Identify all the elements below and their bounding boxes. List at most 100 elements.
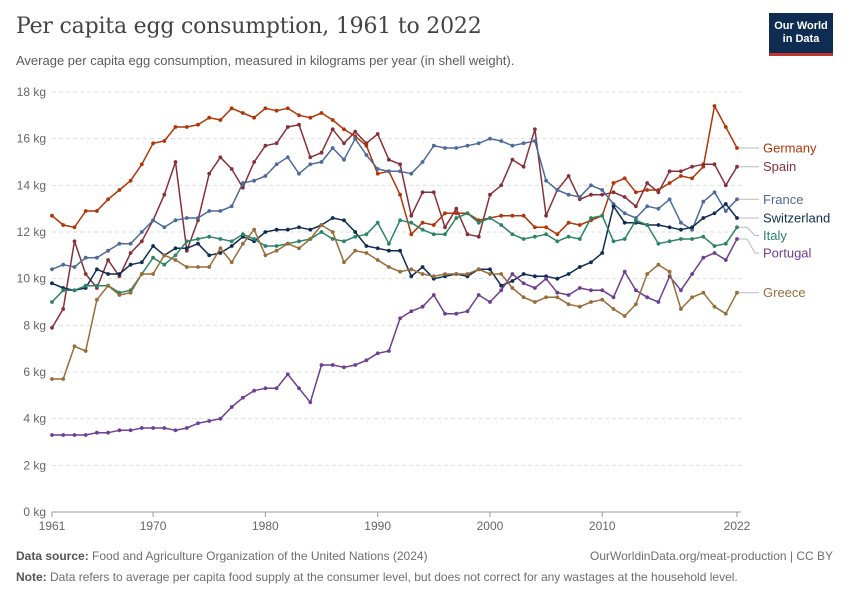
data-point-spain bbox=[701, 162, 706, 167]
data-point-greece bbox=[679, 307, 683, 311]
data-point-portugal bbox=[263, 386, 268, 391]
data-point-italy bbox=[61, 288, 66, 293]
data-point-spain bbox=[319, 150, 324, 155]
data-point-france bbox=[420, 160, 425, 164]
data-point-switzerland bbox=[139, 260, 144, 265]
data-point-spain bbox=[173, 160, 178, 164]
data-point-germany bbox=[308, 115, 313, 120]
y-tick-label: 8 kg bbox=[23, 318, 46, 332]
data-point-switzerland bbox=[229, 244, 234, 248]
data-point-greece bbox=[263, 253, 268, 258]
data-point-italy bbox=[218, 237, 223, 241]
data-point-france bbox=[645, 204, 650, 209]
data-point-portugal bbox=[364, 358, 369, 363]
data-point-switzerland bbox=[577, 265, 582, 269]
data-point-greece bbox=[521, 295, 526, 300]
data-point-france bbox=[229, 204, 234, 209]
data-point-greece bbox=[465, 272, 470, 276]
data-point-germany bbox=[735, 146, 739, 150]
data-point-greece bbox=[61, 377, 66, 381]
series-line-germany bbox=[51, 105, 738, 236]
data-point-germany bbox=[679, 174, 683, 178]
data-point-portugal bbox=[712, 251, 717, 255]
data-point-greece bbox=[409, 267, 414, 272]
data-point-switzerland bbox=[555, 276, 560, 281]
data-point-switzerland bbox=[488, 267, 492, 272]
data-point-portugal bbox=[241, 395, 245, 400]
data-point-italy bbox=[420, 227, 425, 232]
series-label-france: France bbox=[763, 192, 803, 207]
data-point-france bbox=[274, 162, 279, 167]
data-point-portugal bbox=[454, 311, 459, 316]
data-point-germany bbox=[611, 181, 616, 185]
data-point-italy bbox=[611, 239, 616, 244]
x-tick-label: 2022 bbox=[724, 519, 751, 533]
data-point-spain bbox=[252, 160, 256, 164]
data-point-germany bbox=[151, 141, 156, 146]
data-point-germany bbox=[285, 106, 290, 111]
series-line-france bbox=[51, 137, 738, 270]
data-point-portugal bbox=[409, 309, 414, 314]
data-point-italy bbox=[241, 232, 245, 237]
data-point-greece bbox=[342, 260, 346, 265]
y-tick-label: 14 kg bbox=[17, 178, 46, 192]
data-point-germany bbox=[622, 176, 627, 181]
data-point-greece bbox=[95, 297, 99, 302]
data-point-spain bbox=[667, 169, 672, 174]
data-point-france bbox=[510, 143, 515, 148]
data-point-spain bbox=[735, 164, 739, 169]
data-point-switzerland bbox=[420, 265, 425, 269]
data-point-spain bbox=[465, 232, 470, 237]
series-label-italy: Italy bbox=[763, 228, 787, 243]
data-point-germany bbox=[566, 220, 571, 225]
series-line-greece bbox=[52, 224, 738, 380]
data-point-portugal bbox=[566, 293, 571, 297]
data-point-switzerland bbox=[274, 227, 279, 232]
data-point-portugal bbox=[488, 300, 492, 304]
data-point-portugal bbox=[701, 255, 706, 260]
data-point-greece bbox=[196, 265, 200, 269]
series-label-portugal: Portugal bbox=[763, 246, 812, 261]
source-url[interactable]: OurWorldinData.org/meat-production | CC … bbox=[590, 549, 833, 563]
data-point-spain bbox=[229, 167, 234, 171]
data-point-france bbox=[521, 141, 526, 146]
data-point-germany bbox=[544, 225, 548, 230]
data-point-portugal bbox=[229, 405, 234, 409]
data-point-italy bbox=[196, 237, 200, 241]
data-point-switzerland bbox=[375, 246, 380, 251]
data-point-germany bbox=[342, 127, 346, 132]
data-point-portugal bbox=[499, 288, 504, 293]
data-point-italy bbox=[566, 234, 571, 239]
data-point-spain bbox=[61, 307, 66, 311]
data-point-spain bbox=[375, 132, 380, 136]
x-tick-label: 2010 bbox=[589, 519, 616, 533]
data-point-greece bbox=[611, 307, 616, 311]
data-point-portugal bbox=[252, 388, 256, 393]
data-point-greece bbox=[667, 269, 672, 274]
data-point-switzerland bbox=[308, 227, 313, 232]
data-point-switzerland bbox=[611, 204, 616, 209]
data-point-switzerland bbox=[499, 283, 504, 288]
data-point-portugal bbox=[72, 433, 77, 437]
data-point-greece bbox=[184, 265, 189, 269]
y-tick-label: 10 kg bbox=[17, 272, 46, 286]
data-point-italy bbox=[488, 216, 492, 220]
data-point-france bbox=[387, 169, 391, 174]
owid-logo[interactable]: Our World in Data bbox=[769, 13, 833, 56]
data-point-france bbox=[364, 153, 369, 157]
data-point-switzerland bbox=[735, 216, 739, 220]
data-point-france bbox=[139, 230, 144, 234]
data-point-switzerland bbox=[353, 230, 358, 234]
data-point-greece bbox=[297, 246, 301, 251]
data-point-italy bbox=[207, 234, 212, 239]
data-point-spain bbox=[409, 213, 414, 218]
data-point-portugal bbox=[735, 237, 739, 241]
data-point-france bbox=[252, 178, 256, 183]
x-tick-label: 1970 bbox=[140, 519, 167, 533]
data-point-spain bbox=[488, 192, 492, 197]
data-point-germany bbox=[207, 115, 212, 120]
data-point-spain bbox=[162, 192, 167, 197]
data-source-text[interactable]: Food and Agriculture Organization of the… bbox=[92, 549, 428, 563]
data-point-greece bbox=[476, 267, 481, 272]
data-point-germany bbox=[645, 188, 650, 192]
